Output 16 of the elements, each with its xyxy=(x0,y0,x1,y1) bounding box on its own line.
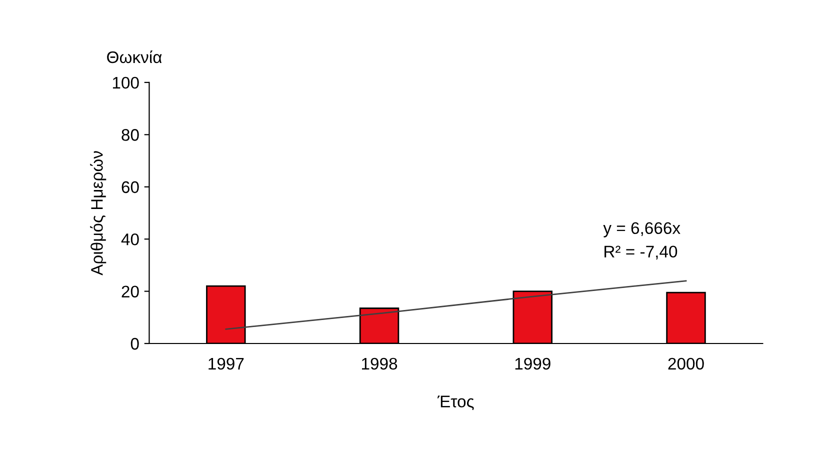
y-tick-label: 0 xyxy=(130,338,139,350)
x-tick-label: 2000 xyxy=(668,358,704,370)
x-tick-label: 1999 xyxy=(515,358,550,370)
line-series xyxy=(225,280,687,330)
y-tick-label: 20 xyxy=(122,286,139,298)
annotation: y = 6,666x xyxy=(603,222,680,238)
x-axis-title: Έτος xyxy=(438,396,474,410)
y-axis-title: Αριθμός Ημερών xyxy=(90,151,106,276)
y-tick-label: 60 xyxy=(122,181,139,194)
y-tick-label: 100 xyxy=(112,76,139,89)
y-tick-label: 40 xyxy=(121,233,139,246)
x-tick-label: 1998 xyxy=(362,358,398,370)
y-tick-label: 80 xyxy=(122,129,139,141)
annotation: R² = -7,40 xyxy=(604,246,678,260)
chart-title: Θωκνία xyxy=(107,50,162,64)
x-tick-label: 1997 xyxy=(208,358,244,370)
